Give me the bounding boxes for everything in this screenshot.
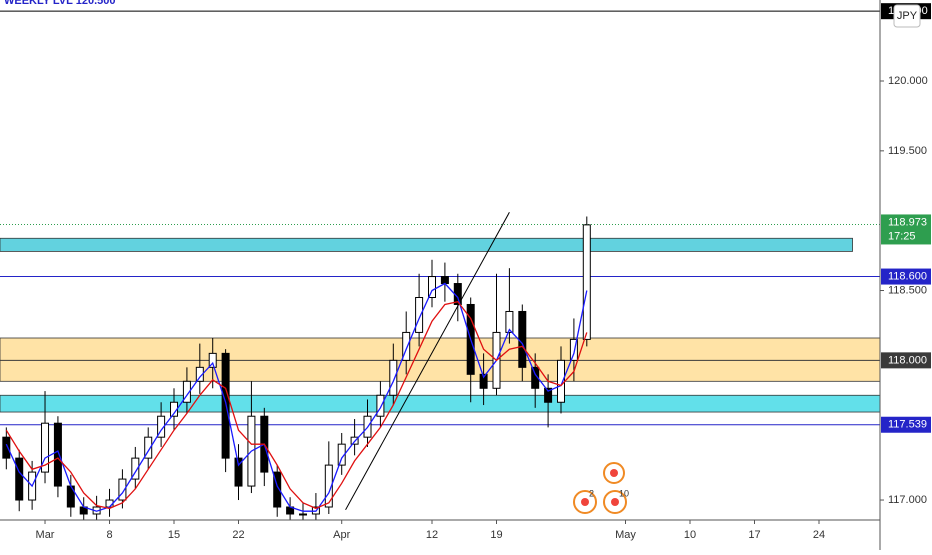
candle-body	[518, 310, 527, 368]
candle-body	[15, 457, 24, 501]
y-tick-label: 117.000	[888, 494, 927, 506]
x-tick-label: 22	[232, 529, 244, 541]
candle-body	[337, 443, 346, 466]
candle-body	[41, 422, 50, 473]
candle-body	[195, 366, 204, 382]
x-tick-label: 17	[748, 529, 760, 541]
candle-body	[389, 359, 398, 396]
candle-body	[415, 297, 424, 333]
price-label: 118.973	[888, 216, 927, 228]
x-tick-label: 24	[813, 529, 825, 541]
y-tick-label: 118.500	[888, 284, 927, 296]
candle-body	[273, 471, 282, 508]
candle-body	[221, 352, 230, 459]
x-tick-label: 12	[426, 529, 438, 541]
x-tick-label: Mar	[36, 529, 55, 541]
x-tick-label: May	[615, 529, 636, 541]
candle-body	[182, 380, 191, 403]
currency-button[interactable]	[893, 4, 921, 28]
candle-body	[118, 478, 127, 501]
level-label: 117.539	[888, 419, 927, 431]
event-icon-dot[interactable]	[581, 498, 589, 506]
candle-body	[440, 276, 449, 285]
candle-body	[582, 224, 591, 340]
event-icon-dot[interactable]	[611, 498, 619, 506]
x-tick-label: 10	[684, 529, 696, 541]
candle-body	[544, 387, 553, 403]
candle-body	[569, 338, 578, 361]
x-tick-label: Apr	[333, 529, 350, 541]
annotation: WEEKLY LVL 120.500	[4, 0, 115, 7]
candle-body	[208, 352, 217, 368]
event-label: 2	[589, 488, 594, 498]
candle-body	[428, 276, 437, 299]
candle-body	[53, 422, 62, 487]
zone	[0, 237, 853, 252]
candle-body	[376, 394, 385, 417]
zone	[0, 394, 880, 413]
candle-body	[2, 436, 11, 459]
candle-body	[144, 436, 153, 459]
candle-body	[324, 464, 333, 508]
y-tick-label: 119.500	[888, 145, 927, 157]
candle-body	[479, 373, 488, 389]
candle-body	[556, 359, 565, 403]
level-label-bg	[881, 416, 931, 433]
plot-area: WEEKLY LVL 120.500	[0, 0, 880, 520]
level-label-bg	[881, 268, 931, 285]
candle-body	[402, 331, 411, 361]
level-label-bg	[881, 352, 931, 369]
currency-button-label[interactable]: JPY	[897, 10, 918, 22]
candle-body	[299, 513, 308, 516]
candle-body	[234, 457, 243, 487]
trendline	[345, 212, 510, 511]
candle-body	[131, 457, 140, 480]
zone	[0, 337, 880, 382]
event-label: 10	[619, 488, 629, 498]
moving-average	[5, 300, 588, 510]
candle-body	[505, 310, 514, 333]
x-tick-label: 19	[490, 529, 502, 541]
moving-average	[5, 282, 588, 512]
price-label-bg	[881, 214, 931, 245]
price-time: 17:25	[888, 230, 916, 242]
y-tick-label: 120.000	[888, 75, 928, 87]
x-tick-label: 8	[106, 529, 112, 541]
candle-body	[157, 415, 166, 438]
event-icon-top-dot[interactable]	[610, 469, 618, 477]
level-label: 118.600	[888, 270, 927, 282]
level-label: 118.000	[888, 354, 927, 366]
x-tick-label: 15	[168, 529, 180, 541]
